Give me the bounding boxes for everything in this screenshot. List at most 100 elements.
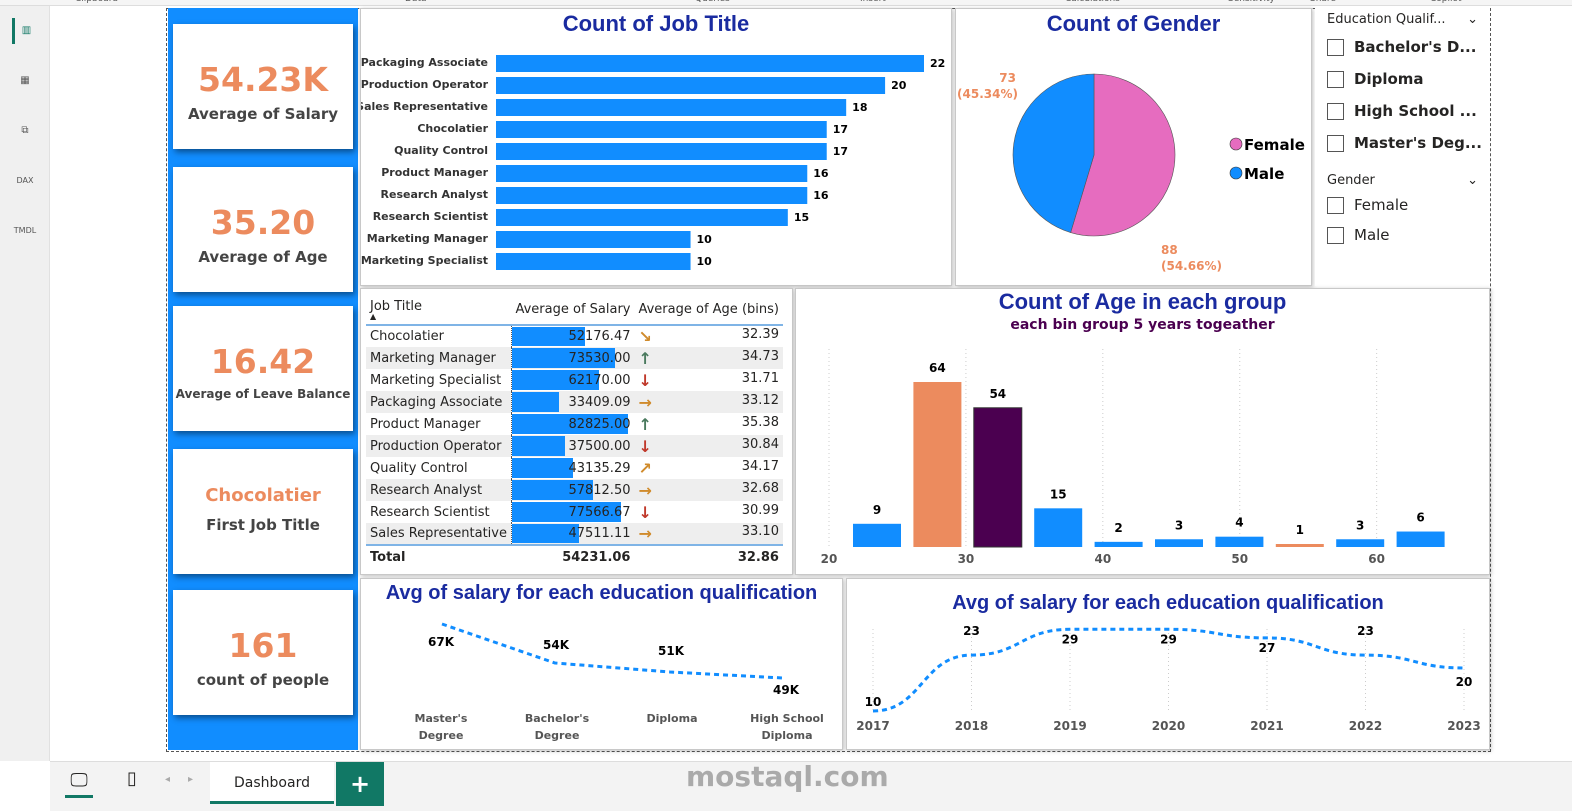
dax-query-icon[interactable]: DAX (16, 176, 34, 185)
ribbon: Clipboard Data Queries Insert Calculations Se… (0, 0, 1572, 6)
age-cell: 33.10 (741, 524, 779, 539)
chart-subtitle: each bin group 5 years togeather (1010, 317, 1275, 333)
ribbon-group-label: Calculations (1065, 0, 1120, 4)
tmdl-view-icon[interactable]: TMDL (13, 226, 37, 235)
arrow-up-icon: ↑ (638, 348, 652, 368)
slicer-item[interactable]: Diploma (1315, 63, 1490, 95)
tab-scroll-right-icon[interactable]: ▸ (188, 774, 194, 785)
x-tick-label: 60 (1368, 552, 1385, 566)
model-view-icon[interactable]: ⧉ (21, 125, 29, 136)
ribbon-group-label: Queries (695, 0, 730, 4)
bar (496, 143, 827, 160)
kpi-card[interactable]: 35.20 Average of Age (173, 167, 353, 292)
add-page-button[interactable]: + (336, 762, 384, 806)
table-view-icon[interactable]: ▦ (20, 75, 30, 86)
tab-dashboard[interactable]: Dashboard (210, 762, 334, 804)
education-salary-chart[interactable]: Avg of salary for each education qualifi… (360, 578, 843, 750)
tab-scroll-left-icon[interactable]: ◂ (165, 774, 171, 785)
job-table[interactable]: Job Title ▲ Average of Salary Average of Ag… (360, 288, 793, 575)
table-row[interactable]: Product Manager 82825.00 ↑ 35.38 (366, 413, 783, 435)
histogram-bar (1215, 536, 1264, 547)
histogram-bar (1275, 544, 1324, 547)
job-title-cell: Marketing Manager (370, 350, 496, 366)
kpi-value: 54.23K (198, 60, 328, 99)
chart-title: Avg of salary for each education qualifi… (385, 582, 818, 604)
bar (496, 121, 827, 138)
bar-category-label: Sales Representative (361, 100, 488, 113)
slicer-item[interactable]: Female (1315, 190, 1490, 220)
kpi-card[interactable]: 16.42 Average of Leave Balance (173, 306, 353, 431)
x-tick-label: Master's (415, 712, 468, 725)
pie-data-label: 88 (1161, 243, 1178, 257)
table-row[interactable]: Chocolatier 52176.47 ↘ 32.39 (366, 325, 783, 347)
checkbox[interactable] (1327, 102, 1344, 120)
education-slicer-header[interactable]: Education Qualif... ⌄ (1315, 8, 1490, 31)
checkbox[interactable] (1327, 226, 1344, 244)
table-row[interactable]: Research Analyst 57812.50 → 32.68 (366, 479, 783, 501)
x-tick-label: 30 (958, 552, 975, 566)
pie-slice (1070, 73, 1176, 237)
report-view-icon[interactable]: ▥ (12, 18, 38, 44)
slicer-item[interactable]: Bachelor's D... (1315, 31, 1490, 63)
age-cell: 34.73 (741, 348, 779, 364)
bar-category-label: Product Manager (381, 166, 488, 179)
arrow-right-icon: → (638, 524, 652, 543)
column-header[interactable]: Average of Salary (511, 295, 634, 325)
checkbox[interactable] (1327, 196, 1344, 214)
table-row[interactable]: Research Scientist 77566.67 ↓ 30.99 (366, 501, 783, 523)
year-line-chart[interactable]: Avg of salary for each education qualifi… (846, 578, 1490, 750)
pie-percent-label: (45.34%) (957, 87, 1018, 101)
gender-slicer-header[interactable]: Gender ⌄ (1315, 159, 1490, 190)
age-chart[interactable]: Count of Age in each group each bin grou… (795, 288, 1490, 575)
education-line: 67K 54K 51K 49K Master's Degree Bachelor's Degr… (415, 622, 824, 742)
table-row[interactable]: Marketing Specialist 62170.00 ↓ 31.71 (366, 369, 783, 391)
x-tick-label: Bachelor's (525, 712, 590, 725)
age-cell: 35.38 (741, 414, 779, 430)
job-title-bars: Packaging Associate 22 Production Operator… (356, 55, 945, 270)
checkbox[interactable] (1327, 134, 1344, 152)
checkbox[interactable] (1327, 70, 1344, 88)
desktop-view-icon[interactable]: 🖵 (65, 770, 93, 798)
table-row[interactable]: Packaging Associate 33409.09 → 33.12 (366, 391, 783, 413)
x-tick-label: 2021 (1250, 719, 1283, 733)
age-cell: 33.12 (741, 392, 779, 408)
bar-category-label: Production Operator (361, 78, 489, 91)
slicer-item[interactable]: Master's Deg... (1315, 127, 1490, 159)
slicer-item[interactable]: High School ... (1315, 95, 1490, 127)
chevron-down-icon[interactable]: ⌄ (1467, 173, 1478, 188)
bar (496, 209, 788, 226)
kpi-card[interactable]: Chocolatier First Job Title (173, 449, 353, 574)
point-data-label: 51K (658, 644, 685, 658)
job-title-cell: Research Analyst (370, 482, 483, 498)
year-line: 2017 2018 2019 2020 2021 2022 2023 10 23 29 29 27 23… (856, 624, 1480, 733)
sort-ascending-icon[interactable]: ▲ (370, 312, 377, 321)
kpi-label: count of people (196, 671, 330, 689)
slicer-item[interactable]: Male (1315, 220, 1490, 250)
table-row[interactable]: Production Operator 37500.00 ↓ 30.84 (366, 435, 783, 457)
column-header[interactable]: Job Title ▲ (366, 295, 511, 325)
x-tick-label: Diploma (762, 729, 813, 742)
kpi-card[interactable]: 54.23K Average of Salary (173, 24, 353, 149)
table-row[interactable]: Sales Representative 47511.11 → 33.10 (366, 523, 783, 545)
salary-age-table: Job Title ▲ Average of Salary Average of Ag… (366, 295, 783, 569)
job-title-cell: Chocolatier (370, 329, 445, 344)
column-header[interactable]: Average of Age (bins) (634, 295, 782, 325)
chevron-down-icon[interactable]: ⌄ (1467, 12, 1478, 27)
gender-chart[interactable]: Count of Gender 88 (54.66%) 73 (45.34%) Fema… (955, 8, 1312, 286)
table-row[interactable]: Marketing Manager 73530.00 ↑ 34.73 (366, 347, 783, 369)
arrow-right-icon: → (638, 480, 652, 500)
chart-title: Count of Gender (1046, 11, 1221, 36)
mobile-view-icon[interactable]: ▯ (127, 768, 137, 789)
job-title-cell: Marketing Specialist (370, 372, 502, 388)
bar-category-label: Research Scientist (373, 210, 488, 223)
table-row[interactable]: Quality Control 43135.29 ↗ 34.17 (366, 457, 783, 479)
slicer-item-label: High School ... (1354, 102, 1477, 120)
x-tick-label: Degree (535, 729, 580, 742)
checkbox[interactable] (1327, 38, 1344, 56)
job-title-chart[interactable]: Count of Job Title Packaging Associate 22… (356, 8, 952, 286)
slicers: Education Qualif... ⌄ Bachelor's D... Dipl… (1315, 8, 1490, 286)
ribbon-group-label: Sensitivity (1228, 0, 1275, 4)
ribbon-group-label: Insert (860, 0, 886, 4)
kpi-card[interactable]: 161 count of people (173, 590, 353, 715)
age-bars: 20 30 40 50 60 9 64 54 15 2 3 4 1 3 6 (821, 349, 1445, 566)
